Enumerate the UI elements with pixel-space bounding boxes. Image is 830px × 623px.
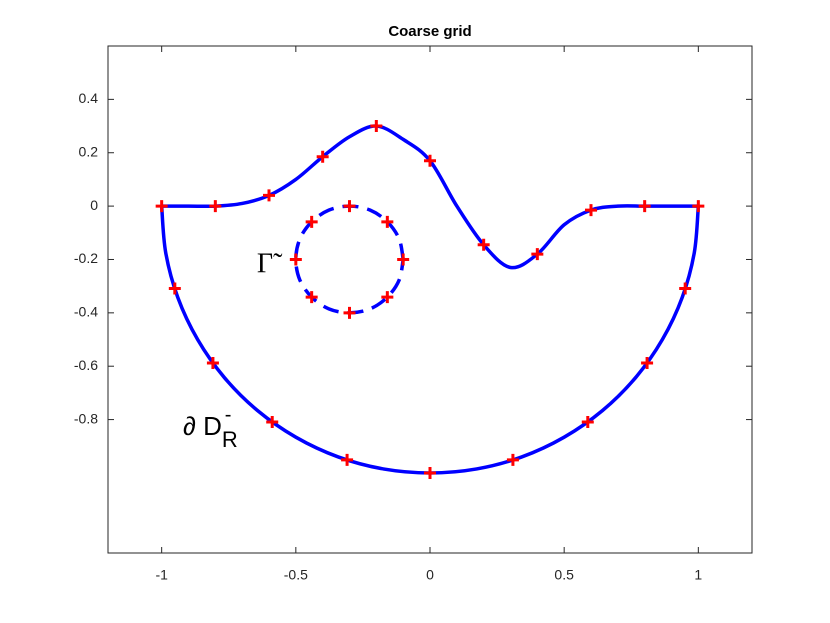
marker xyxy=(424,466,436,479)
marker xyxy=(679,282,692,295)
curve xyxy=(294,204,405,315)
marker xyxy=(305,291,318,304)
marker xyxy=(477,238,490,251)
marker xyxy=(381,215,394,228)
marker xyxy=(168,282,181,295)
marker xyxy=(209,200,222,213)
marker xyxy=(289,253,302,266)
marker xyxy=(370,120,383,133)
annotation-sup: - xyxy=(225,404,232,426)
marker xyxy=(316,150,329,163)
marker xyxy=(206,357,219,370)
marker xyxy=(531,248,544,261)
marker xyxy=(266,415,279,428)
x-tick-label: -1 xyxy=(155,567,168,583)
marker xyxy=(343,306,356,319)
x-tick-label: 0 xyxy=(426,567,434,583)
y-tick-label: -0.8 xyxy=(74,410,98,426)
annotation: ∂ DR- xyxy=(183,404,238,452)
marker xyxy=(692,200,705,213)
marker xyxy=(506,453,519,466)
marker xyxy=(641,357,654,370)
y-tick-label: 0.4 xyxy=(79,90,99,106)
marker xyxy=(381,291,394,304)
annotation-sub: R xyxy=(222,427,238,452)
y-tick-label: -0.2 xyxy=(74,250,98,266)
marker xyxy=(263,189,275,202)
y-tick-label: -0.6 xyxy=(74,357,98,373)
marker xyxy=(424,154,436,167)
axes-box xyxy=(107,45,753,554)
marker xyxy=(585,204,597,217)
marker xyxy=(397,253,410,266)
y-tick-label: 0 xyxy=(90,197,98,213)
marker xyxy=(305,215,318,228)
marker xyxy=(343,200,356,213)
chart-title: Coarse grid xyxy=(388,23,471,40)
x-tick-label: 0.5 xyxy=(554,567,574,583)
y-tick-label: -0.4 xyxy=(74,304,98,320)
y-tick-label: 0.2 xyxy=(79,143,99,159)
marker xyxy=(581,415,594,428)
x-tick-label: 1 xyxy=(694,567,702,583)
x-tick-label: -0.5 xyxy=(284,567,308,583)
marker xyxy=(155,200,168,213)
marker xyxy=(638,200,651,213)
marker xyxy=(341,453,354,466)
annotation: ∂ D xyxy=(183,411,222,441)
